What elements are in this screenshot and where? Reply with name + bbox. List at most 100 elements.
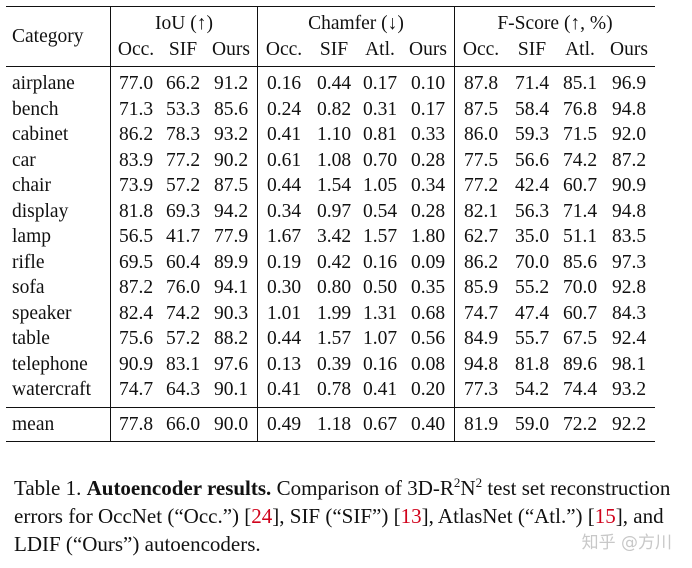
value-cell: 87.5 <box>454 96 507 122</box>
value-cell: 93.2 <box>213 124 249 145</box>
caption-text-4: ], SIF (“SIF”) [ <box>272 504 401 528</box>
value-cell: 1.08 <box>316 149 352 171</box>
value-cell: 0.24 <box>257 96 310 122</box>
value-cell: 41.7 <box>165 226 201 247</box>
value-cell: 77.3 <box>454 377 507 407</box>
value-cell: 87.8 <box>454 66 507 97</box>
value-cell: 85.6 <box>213 98 249 120</box>
value-cell: 71.4 <box>514 73 550 94</box>
value-cell: 59.3 <box>514 124 550 145</box>
value-cell: 1.10 <box>316 124 352 145</box>
value-cell: 0.17 <box>410 98 446 120</box>
value-cell: 1.57 <box>316 328 352 349</box>
value-cell: 60.7 <box>562 175 598 196</box>
category-header: Category <box>12 25 84 47</box>
value-cell: 0.30 <box>257 275 310 301</box>
value-cell: 0.41 <box>362 379 398 400</box>
value-cell: 90.3 <box>213 302 249 324</box>
value-cell: 71.4 <box>562 200 598 222</box>
value-cell: 57.2 <box>165 328 201 349</box>
value-cell: 0.33 <box>410 124 446 145</box>
category-cell: mean <box>6 406 111 442</box>
value-cell: 1.18 <box>310 406 358 442</box>
group-header: IoU (↑) <box>110 6 258 37</box>
value-cell: 94.8 <box>454 351 507 377</box>
value-cell: 53.3 <box>165 98 201 120</box>
value-cell: 87.2 <box>110 275 161 301</box>
value-cell: 59.0 <box>507 406 557 442</box>
value-cell: 47.4 <box>514 302 550 324</box>
value-cell: 57.2 <box>165 175 201 196</box>
value-cell: 0.31 <box>362 98 398 120</box>
column-header: Ours <box>409 38 447 60</box>
value-cell: 85.6 <box>562 251 598 273</box>
value-cell: 0.82 <box>316 98 352 120</box>
value-cell: 82.4 <box>110 300 161 326</box>
value-cell: 74.7 <box>454 300 507 326</box>
table-caption: Table 1. Autoencoder results. Comparison… <box>14 474 680 558</box>
value-cell: 0.49 <box>257 406 310 442</box>
value-cell: 76.0 <box>165 277 201 298</box>
value-cell: 67.5 <box>562 328 598 349</box>
value-cell: 69.5 <box>110 249 161 275</box>
category-cell: chair <box>12 175 51 196</box>
value-cell: 1.57 <box>362 226 398 247</box>
value-cell: 0.34 <box>257 198 310 224</box>
citation-link[interactable]: 24 <box>251 504 273 528</box>
caption-text-3: test set reconstruction errors for OccNe… <box>14 476 671 528</box>
value-cell: 0.80 <box>316 277 352 298</box>
column-header: Occ. <box>454 36 507 67</box>
value-cell: 70.0 <box>514 251 550 273</box>
table-row: airplane 77.0 66.2 91.2 0.16 0.44 0.17 0.10 87.8… <box>6 66 655 97</box>
value-cell: 74.2 <box>562 149 598 171</box>
value-cell: 90.2 <box>213 149 249 171</box>
value-cell: 0.28 <box>410 200 446 222</box>
value-cell: 56.5 <box>110 224 161 250</box>
column-header: Ours <box>610 38 648 60</box>
citation-link[interactable]: 13 <box>400 504 422 528</box>
value-cell: 54.2 <box>514 379 550 400</box>
header-row-columns: Occ. SIF Ours Occ. SIF Atl. Ours Occ. SIF Atl. Our… <box>6 36 655 67</box>
value-cell: 0.67 <box>358 406 402 442</box>
value-cell: 91.2 <box>213 73 249 94</box>
value-cell: 1.31 <box>362 302 398 324</box>
value-cell: 1.01 <box>257 300 310 326</box>
value-cell: 0.16 <box>362 353 398 375</box>
value-cell: 58.4 <box>514 98 550 120</box>
value-cell: 90.0 <box>205 406 258 442</box>
value-cell: 78.3 <box>165 124 201 145</box>
value-cell: 56.6 <box>514 149 550 171</box>
citation-link[interactable]: 15 <box>594 504 616 528</box>
caption-text-1: Comparison of 3D-R <box>271 476 454 500</box>
value-cell: 1.07 <box>362 328 398 349</box>
value-cell: 0.44 <box>257 173 310 199</box>
value-cell: 70.0 <box>562 277 598 298</box>
value-cell: 0.10 <box>410 73 446 94</box>
value-cell: 81.8 <box>514 353 550 375</box>
table-row: speaker 82.4 74.2 90.3 1.01 1.99 1.31 0.68 74.7 4… <box>6 300 655 326</box>
value-cell: 92.4 <box>611 328 647 349</box>
value-cell: 0.44 <box>316 73 352 94</box>
column-header: Atl. <box>365 38 395 60</box>
value-cell: 90.9 <box>611 175 647 196</box>
value-cell: 51.1 <box>562 226 598 247</box>
value-cell: 89.6 <box>562 353 598 375</box>
value-cell: 86.2 <box>454 249 507 275</box>
value-cell: 83.5 <box>611 226 647 247</box>
table-row: telephone 90.9 83.1 97.6 0.13 0.39 0.16 0.08 94.… <box>6 351 655 377</box>
category-cell: display <box>12 200 69 222</box>
value-cell: 0.54 <box>362 200 398 222</box>
value-cell: 87.5 <box>213 175 249 196</box>
value-cell: 3.42 <box>316 226 352 247</box>
value-cell: 69.3 <box>165 200 201 222</box>
value-cell: 0.42 <box>316 251 352 273</box>
value-cell: 0.34 <box>410 175 446 196</box>
value-cell: 64.3 <box>165 379 201 400</box>
value-cell: 1.99 <box>316 302 352 324</box>
value-cell: 83.9 <box>110 147 161 173</box>
value-cell: 94.8 <box>611 200 647 222</box>
value-cell: 74.2 <box>165 302 201 324</box>
value-cell: 73.9 <box>110 173 161 199</box>
value-cell: 90.9 <box>110 351 161 377</box>
category-cell: lamp <box>12 226 51 247</box>
